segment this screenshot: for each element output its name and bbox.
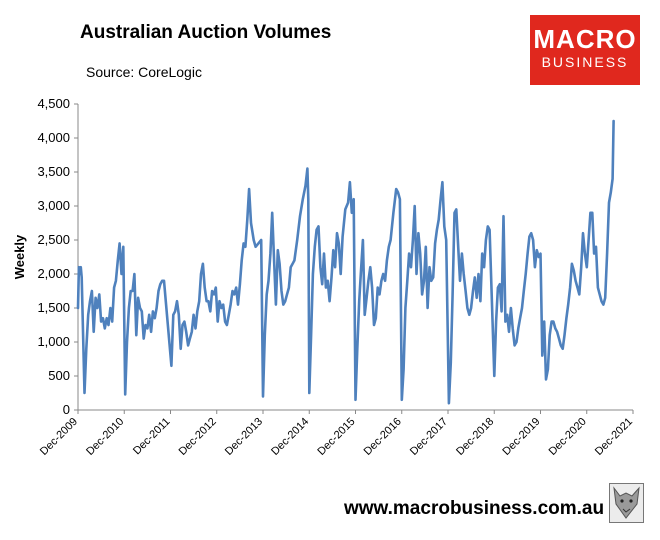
x-tick-label: Dec-2019 — [500, 416, 542, 458]
y-tick-label: 2,000 — [37, 266, 70, 281]
x-tick-label: Dec-2012 — [177, 416, 219, 458]
x-tick-label: Dec-2015 — [315, 416, 357, 458]
x-tick-label: Dec-2014 — [269, 416, 311, 458]
x-tick-label: Dec-2018 — [454, 416, 496, 458]
auction-volume-series-line — [76, 119, 615, 405]
x-tick-label: Dec-2021 — [593, 416, 635, 458]
y-tick-label: 1,500 — [37, 300, 70, 315]
y-tick-label: 3,000 — [37, 198, 70, 213]
y-tick-label: 4,500 — [37, 96, 70, 111]
y-tick-label: 4,000 — [37, 130, 70, 145]
chart-title: Australian Auction Volumes — [80, 22, 332, 43]
x-tick-label: Dec-2017 — [408, 416, 450, 458]
logo-line-1: MACRO — [533, 24, 637, 54]
y-tick-label: 0 — [63, 402, 70, 417]
y-axis-title: Weekly — [12, 234, 27, 279]
y-tick-label: 1,000 — [37, 334, 70, 349]
y-tick-label: 3,500 — [37, 164, 70, 179]
x-tick-label: Dec-2016 — [362, 416, 404, 458]
x-tick-label: Dec-2010 — [84, 416, 126, 458]
y-tick-label: 2,500 — [37, 232, 70, 247]
x-tick-label: Dec-2020 — [547, 416, 589, 458]
logo-line-2: BUSINESS — [541, 54, 629, 70]
wolf-logo-icon — [609, 483, 644, 523]
x-tick-label: Dec-2009 — [38, 416, 80, 458]
x-tick-label: Dec-2013 — [223, 416, 265, 458]
macrobusiness-logo[interactable]: MACRO BUSINESS — [530, 15, 640, 85]
footer-url[interactable]: www.macrobusiness.com.au — [344, 498, 605, 519]
chart-source: Source: CoreLogic — [86, 64, 202, 80]
y-tick-label: 500 — [48, 368, 70, 383]
x-tick-label: Dec-2011 — [131, 416, 173, 458]
